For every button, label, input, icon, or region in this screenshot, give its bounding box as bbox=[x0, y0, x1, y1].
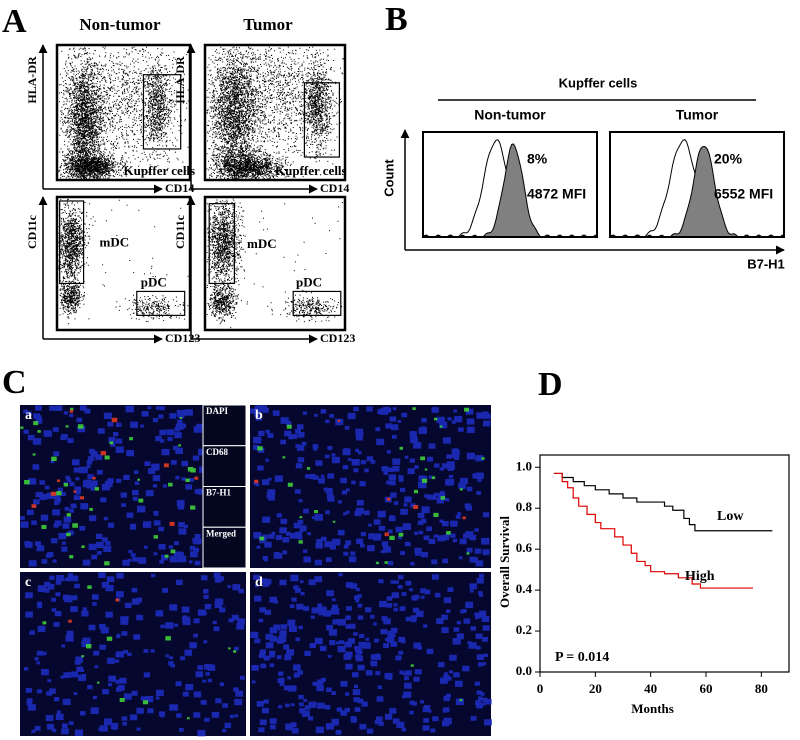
x-axis-label: Months bbox=[631, 701, 674, 716]
series-label: Low bbox=[717, 509, 744, 524]
panel-letter: D bbox=[538, 366, 563, 403]
plot-frame bbox=[422, 131, 598, 238]
y-tick-label: 0.8 bbox=[516, 499, 533, 514]
column-title: Non-tumor bbox=[79, 15, 161, 34]
stain bbox=[24, 572, 245, 737]
channel-label: Merged bbox=[206, 528, 236, 538]
plot-frame bbox=[203, 195, 347, 332]
survival-curve bbox=[553, 472, 754, 589]
series-label: High bbox=[685, 569, 715, 584]
axis-label: CD123 bbox=[165, 331, 200, 345]
panel-letter: C bbox=[2, 364, 27, 401]
gate bbox=[292, 290, 342, 316]
channel-label: DAPI bbox=[206, 406, 228, 416]
gate-label: pDC bbox=[296, 274, 322, 289]
y-tick-label: 1.0 bbox=[516, 458, 532, 473]
channel-tile bbox=[202, 486, 247, 528]
x-tick-label: 80 bbox=[755, 681, 768, 696]
subpanel-letter: d bbox=[255, 575, 263, 590]
group-title: Non-tumor bbox=[474, 107, 546, 123]
stain bbox=[249, 405, 491, 567]
mfi-label: 4872 MFI bbox=[527, 186, 586, 202]
channel-tile bbox=[202, 445, 247, 487]
subpanel-letter: c bbox=[25, 575, 31, 590]
channel-tile bbox=[202, 526, 247, 569]
axis-label: CD11c bbox=[173, 214, 187, 249]
y-tick-label: 0.6 bbox=[516, 540, 533, 555]
dot-cloud bbox=[206, 46, 345, 180]
gate bbox=[59, 200, 85, 285]
plot-frame bbox=[55, 43, 192, 182]
plot-frame bbox=[55, 195, 192, 332]
panel-title: Kupffer cells bbox=[559, 75, 638, 90]
panel-letter: B bbox=[385, 1, 408, 38]
group-title: Tumor bbox=[676, 107, 719, 123]
dot-cloud bbox=[58, 198, 189, 325]
x-tick-label: 60 bbox=[700, 681, 713, 696]
axis-label: CD123 bbox=[320, 331, 355, 345]
gate-label: mDC bbox=[247, 236, 277, 251]
gate bbox=[136, 290, 186, 316]
column-title: Tumor bbox=[243, 15, 293, 34]
axis-label: Count bbox=[381, 159, 396, 197]
survival-curve bbox=[553, 472, 773, 532]
x-tick-label: 40 bbox=[644, 681, 657, 696]
percent-label: 8% bbox=[527, 151, 548, 167]
axis-label: B7-H1 bbox=[747, 256, 785, 271]
plot-frame bbox=[609, 131, 785, 238]
mfi-label: 6552 MFI bbox=[714, 186, 773, 202]
gate-label: Kupffer cells bbox=[275, 163, 347, 178]
gate-label: mDC bbox=[100, 235, 130, 250]
dot-cloud bbox=[58, 46, 189, 180]
axis-label: CD14 bbox=[320, 181, 349, 195]
y-tick-label: 0.2 bbox=[516, 622, 532, 637]
dot-cloud bbox=[206, 198, 343, 329]
panel-letter: A bbox=[2, 3, 27, 40]
subpanel-letter: b bbox=[255, 408, 263, 423]
subpanel-letter: a bbox=[25, 408, 32, 423]
micrograph bbox=[20, 572, 246, 736]
axis-label: HLA-DR bbox=[173, 56, 187, 104]
gate-label: Kupffer cells bbox=[124, 163, 196, 178]
gate bbox=[142, 74, 182, 150]
x-tick-label: 20 bbox=[589, 681, 602, 696]
stain bbox=[31, 410, 238, 526]
x-tick-label: 0 bbox=[537, 681, 544, 696]
percent-label: 20% bbox=[714, 151, 743, 167]
gate bbox=[303, 82, 340, 158]
gate-label: pDC bbox=[141, 274, 167, 289]
stain bbox=[250, 572, 492, 735]
channel-label: CD68 bbox=[206, 447, 228, 457]
axis-label: CD11c bbox=[25, 214, 39, 249]
y-axis-label: Overall Survival bbox=[497, 516, 512, 608]
stain bbox=[20, 407, 238, 566]
plot-frame bbox=[539, 454, 790, 673]
channel-label: B7-H1 bbox=[206, 488, 232, 498]
stain bbox=[20, 405, 247, 567]
micrograph bbox=[250, 405, 491, 568]
annotation: P = 0.014 bbox=[555, 650, 609, 665]
gate bbox=[208, 203, 235, 285]
y-tick-label: 0.0 bbox=[516, 663, 532, 678]
axis-label: CD14 bbox=[165, 181, 194, 195]
channel-tile bbox=[202, 404, 247, 447]
axis-label: HLA-DR bbox=[25, 56, 39, 104]
y-tick-label: 0.4 bbox=[516, 581, 533, 596]
plot-frame bbox=[203, 43, 347, 182]
